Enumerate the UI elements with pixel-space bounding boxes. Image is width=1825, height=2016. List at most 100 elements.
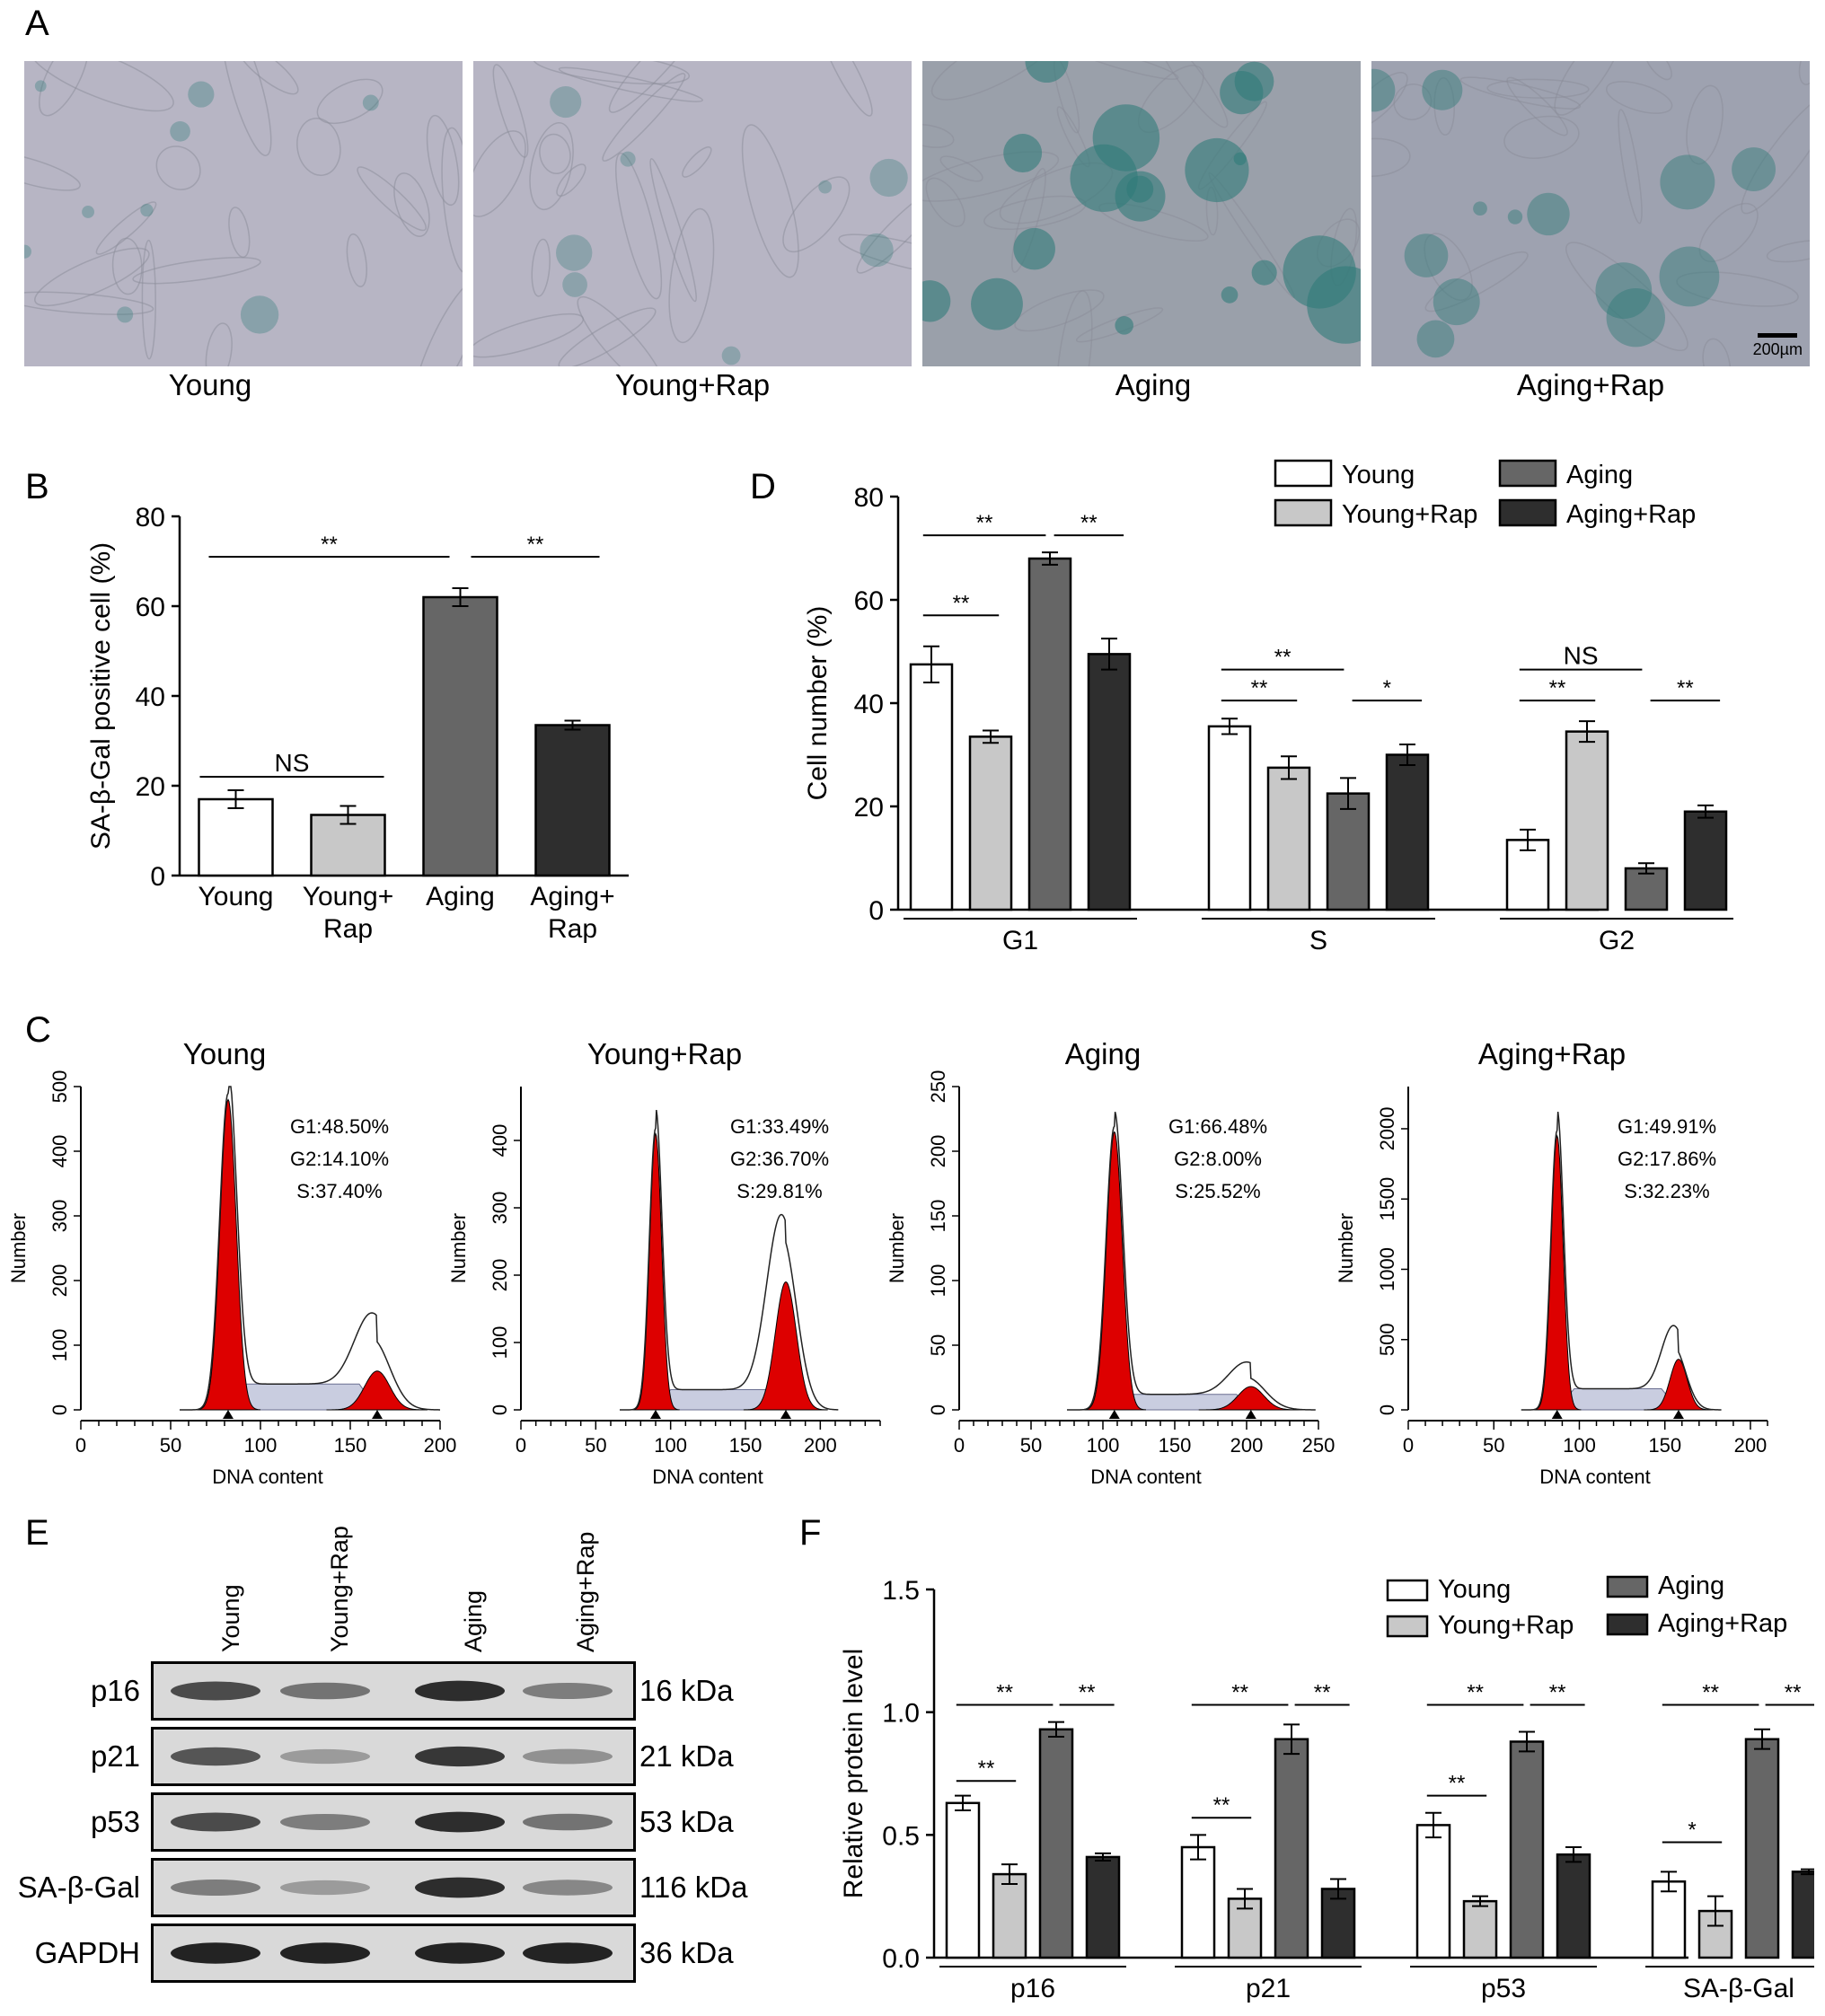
bar <box>1266 766 1311 911</box>
bar <box>968 735 1013 911</box>
phase-annotation: G1:33.49% <box>730 1115 829 1138</box>
x-tick-label: 0 <box>954 1434 965 1457</box>
y-axis-label: Number <box>7 1213 30 1283</box>
x-tick-label: 250 <box>1302 1434 1336 1457</box>
cell-outline <box>539 133 571 175</box>
histogram-envelope <box>1521 1111 1722 1411</box>
x-tick-label: 0 <box>516 1434 526 1457</box>
micrograph-texture <box>1371 61 1810 366</box>
lane-label-young: Young <box>217 1584 244 1652</box>
stain-spot <box>1507 209 1523 224</box>
cell-outline <box>205 322 233 366</box>
y-tick-label: 50 <box>927 1334 949 1356</box>
y-tick-label: 20 <box>136 772 165 802</box>
significance-label: ** <box>1449 1772 1466 1796</box>
y-tick-label: 500 <box>48 1070 71 1104</box>
y-tick-label: 60 <box>136 593 165 622</box>
stain-spot <box>1233 152 1247 165</box>
legend-swatch <box>1498 498 1557 527</box>
cell-outline <box>1766 240 1810 263</box>
cell-outline <box>558 66 703 102</box>
phase-annotation: S:37.40% <box>296 1180 382 1202</box>
histogram-title: Aging <box>1065 1037 1141 1070</box>
x-group-label: G1 <box>1002 926 1038 955</box>
significance-label: ** <box>976 511 993 535</box>
legend-swatch <box>1606 1613 1649 1636</box>
x-group-label: p53 <box>1481 1974 1526 2003</box>
cell-outline <box>393 172 430 237</box>
x-axis-label: DNA content <box>1090 1466 1202 1488</box>
stain-spot <box>1070 144 1138 213</box>
peak-marker <box>650 1410 661 1419</box>
cell-outline <box>819 61 873 117</box>
bar <box>534 724 611 877</box>
legend-label: Young+Rap <box>1438 1611 1574 1640</box>
blot-band <box>280 1880 370 1896</box>
stain-spot <box>188 81 215 108</box>
g1-peak <box>1082 1131 1147 1411</box>
x-tick-label: 150 <box>334 1434 367 1457</box>
bar <box>1207 725 1252 911</box>
chart-f-protein-levels: 0.0 0.5 1.0 1.5 Relative protein level p16 p21… <box>839 1571 1814 2003</box>
legend-swatch <box>1386 1579 1429 1602</box>
cell-outline <box>1014 289 1105 332</box>
cell-outline <box>235 61 299 95</box>
x-tick-label: 50 <box>160 1434 181 1457</box>
y-tick-label: 400 <box>48 1135 71 1168</box>
x-tick-label: Young <box>198 882 274 911</box>
bar <box>1385 753 1430 911</box>
lane-label-aging-rap: Aging+Rap <box>572 1531 599 1652</box>
cell-outline <box>925 177 965 227</box>
panel-letter-a: A <box>25 4 49 43</box>
y-tick-label: 300 <box>489 1192 511 1225</box>
x-tick-label: Rap <box>323 914 373 944</box>
y-tick-label: 40 <box>136 682 165 712</box>
cell-outline <box>1424 233 1473 301</box>
bar <box>1791 1871 1814 1959</box>
cell-outline <box>838 233 912 277</box>
phase-annotation: G2:8.00% <box>1174 1148 1262 1170</box>
bar <box>1320 1888 1356 1959</box>
cell-outline <box>1676 271 1799 307</box>
significance-label: ** <box>1677 676 1694 700</box>
peak-marker <box>372 1410 383 1419</box>
x-tick-label: Young+ <box>303 882 394 911</box>
legend-label: Aging <box>1566 461 1633 489</box>
blot-protein-label: p21 <box>90 1739 140 1773</box>
bar <box>1462 1899 1498 1959</box>
x-tick-label: 200 <box>424 1434 457 1457</box>
cell-outline <box>1702 338 1732 366</box>
significance-label: ** <box>1314 1680 1331 1704</box>
cell-outline <box>556 163 586 197</box>
cell-outline <box>441 127 463 274</box>
phase-annotation: S:25.52% <box>1175 1180 1260 1202</box>
stain-spot <box>34 80 47 92</box>
stain-spot <box>1251 260 1277 286</box>
cell-outline <box>1459 76 1582 110</box>
y-tick-label: 100 <box>48 1329 71 1362</box>
cell-outline <box>922 151 1060 202</box>
micrograph-young <box>24 61 463 366</box>
cell-outline <box>155 145 201 190</box>
x-tick-label: 200 <box>1734 1434 1768 1457</box>
blot-strip <box>151 1727 636 1786</box>
panel-letter-b: B <box>25 467 49 506</box>
lane-label-aging: Aging <box>460 1589 487 1652</box>
panel-letter-f: F <box>799 1513 822 1553</box>
stain-spot <box>1732 147 1776 192</box>
micrograph-aging-rap: 200µm <box>1371 61 1810 366</box>
stain-spot <box>1660 154 1715 210</box>
phase-annotation: G1:49.91% <box>1618 1115 1716 1138</box>
y-tick-label: 200 <box>489 1259 511 1292</box>
y-tick-label: 0 <box>150 862 165 892</box>
micrograph-caption-young: Young <box>168 368 252 401</box>
cell-outline <box>1371 137 1411 178</box>
stain-spot <box>1185 137 1249 203</box>
x-tick-label: Aging <box>426 882 495 911</box>
blot-band <box>171 1681 260 1701</box>
histogram-envelope <box>1067 1111 1316 1411</box>
y-tick-label: 20 <box>854 793 884 823</box>
stain-spot <box>1416 320 1455 358</box>
cell-outline <box>1371 72 1408 130</box>
